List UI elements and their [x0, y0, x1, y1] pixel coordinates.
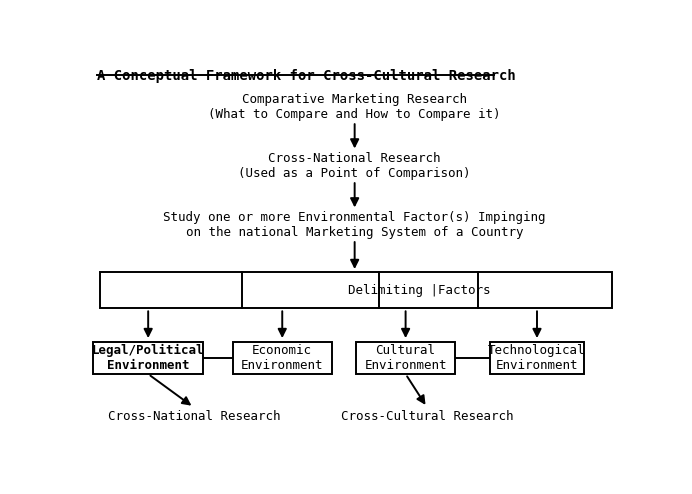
- Text: Comparative Marketing Research
(What to Compare and How to Compare it): Comparative Marketing Research (What to …: [208, 93, 501, 121]
- Text: Cross-National Research
(Used as a Point of Comparison): Cross-National Research (Used as a Point…: [239, 152, 471, 180]
- Text: A Conceptual Framework for Cross-Cultural Research: A Conceptual Framework for Cross-Cultura…: [97, 69, 516, 83]
- Bar: [233, 342, 332, 374]
- Text: Study one or more Environmental Factor(s) Impinging
on the national Marketing Sy: Study one or more Environmental Factor(s…: [163, 211, 546, 239]
- Bar: [490, 342, 584, 374]
- Text: Delimiting |Factors: Delimiting |Factors: [348, 284, 490, 297]
- Text: Legal/Political
Environment: Legal/Political Environment: [92, 344, 204, 372]
- Bar: [93, 342, 203, 374]
- Text: Cross-National Research: Cross-National Research: [107, 411, 280, 423]
- Text: Economic
Environment: Economic Environment: [241, 344, 323, 372]
- Bar: [100, 272, 612, 308]
- Text: Technological
Environment: Technological Environment: [489, 344, 585, 372]
- Text: Cross-Cultural Research: Cross-Cultural Research: [340, 411, 513, 423]
- Text: Cultural
Environment: Cultural Environment: [365, 344, 447, 372]
- Bar: [356, 342, 455, 374]
